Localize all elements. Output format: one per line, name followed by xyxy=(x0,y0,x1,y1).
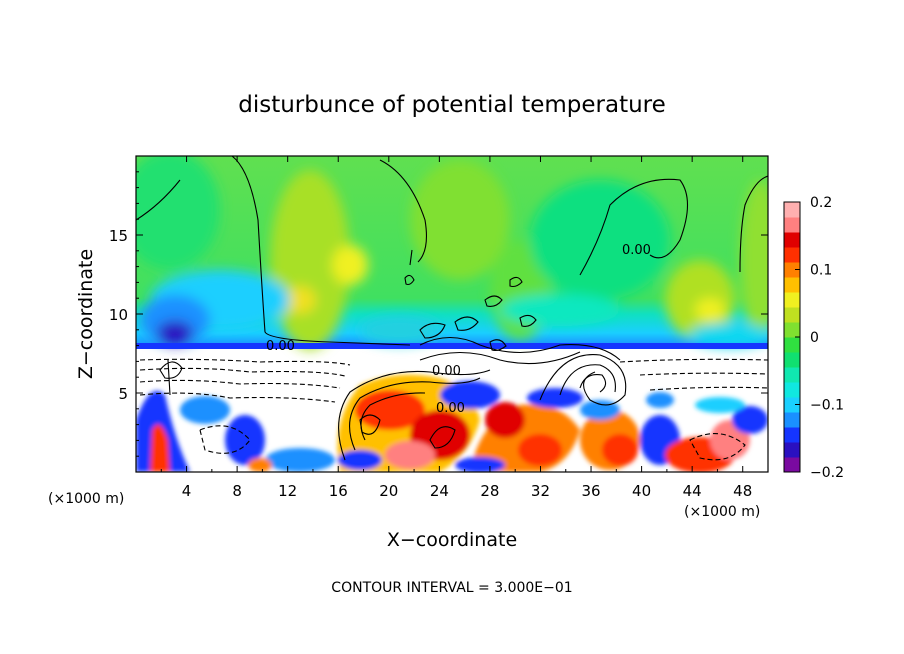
colorbar-segment xyxy=(784,412,800,428)
contour-label: 0.00 xyxy=(266,339,295,354)
vortex-contour xyxy=(454,316,479,331)
contour-lines xyxy=(136,156,768,461)
vortex-contour xyxy=(409,249,413,266)
y-axis-ticks: 5 10 15 xyxy=(109,171,768,457)
contour-label: 0.00 xyxy=(436,401,465,416)
dashed-contour xyxy=(619,358,768,363)
vortex-contour xyxy=(404,274,415,286)
vortex-contour xyxy=(509,276,523,288)
dashed-contour xyxy=(689,433,746,461)
colorbar-segment xyxy=(784,322,800,338)
colorbar-segment xyxy=(784,337,800,353)
zero-contour xyxy=(231,156,411,346)
vortex-contour xyxy=(419,351,581,365)
zero-contour xyxy=(739,175,768,273)
vortex-contour xyxy=(489,339,507,352)
x-tick-label: 4 xyxy=(182,482,192,500)
zero-contour xyxy=(579,178,688,276)
vortex-contour xyxy=(539,354,627,406)
vortex-contour xyxy=(579,373,607,393)
vortex-contour xyxy=(484,295,503,307)
y-tick-label: 5 xyxy=(118,385,128,403)
y-axis-label: Z−coordinate xyxy=(75,249,97,379)
x-tick-label: 24 xyxy=(430,482,449,500)
vortex-contour xyxy=(419,322,446,339)
colorbar-segment xyxy=(784,352,800,368)
colorbar-segment xyxy=(784,232,800,248)
y-tick-label: 15 xyxy=(109,227,128,245)
colorbar-segment xyxy=(784,367,800,383)
zero-contour xyxy=(379,159,427,263)
dashed-contour xyxy=(139,379,341,389)
vortex-contour xyxy=(349,377,481,451)
colorbar-tick-label: 0 xyxy=(810,330,819,346)
lower-field-shading xyxy=(136,374,768,472)
colorbar-segment xyxy=(784,457,800,473)
contour-label: 0.00 xyxy=(622,243,651,258)
x-axis-ticks: 4 8 12 16 20 24 28 32 36 40 44 48 xyxy=(160,156,752,500)
x-units-right: (×1000 m) xyxy=(684,504,760,520)
chart-title: disturbunce of potential temperature xyxy=(238,92,666,118)
plot-area: 0.00 0.00 0.00 0.00 xyxy=(136,156,768,472)
colorbar-tick-label: 0.1 xyxy=(810,263,832,279)
contour-label: 0.00 xyxy=(432,364,461,379)
colorbar xyxy=(784,202,800,473)
x-tick-label: 12 xyxy=(278,482,297,500)
dashed-contour xyxy=(649,386,768,391)
vortex-contour xyxy=(359,414,381,435)
dashed-contour xyxy=(139,392,336,403)
colorbar-segment xyxy=(784,262,800,278)
dashed-contour xyxy=(199,425,251,454)
colorbar-tick-label: −0.2 xyxy=(810,465,844,481)
dashed-contour xyxy=(139,367,346,377)
y-tick-label: 10 xyxy=(109,306,128,324)
vortex-contour xyxy=(167,359,171,396)
vortex-contour xyxy=(429,426,456,449)
x-tick-label: 28 xyxy=(480,482,499,500)
colorbar-segment xyxy=(784,397,800,413)
colorbar-segment xyxy=(784,202,800,218)
x-tick-label: 36 xyxy=(581,482,600,500)
x-tick-label: 44 xyxy=(683,482,702,500)
x-tick-label: 48 xyxy=(733,482,752,500)
x-tick-label: 32 xyxy=(531,482,550,500)
colorbar-tick-label: 0.2 xyxy=(810,195,832,211)
vortex-contour xyxy=(419,337,621,361)
x-tick-label: 8 xyxy=(232,482,242,500)
inversion-band xyxy=(136,343,768,349)
vortex-contour xyxy=(338,369,491,461)
colorbar-segment xyxy=(784,217,800,233)
colorbar-segment xyxy=(784,442,800,458)
vortex-contour xyxy=(519,314,537,327)
x-tick-label: 40 xyxy=(632,482,651,500)
x-units-left: (×1000 m) xyxy=(48,491,124,507)
vortex-contour xyxy=(559,364,616,396)
dashed-contour xyxy=(139,358,351,366)
colorbar-segment xyxy=(784,427,800,443)
contour-interval-note: CONTOUR INTERVAL = 3.000E−01 xyxy=(331,580,572,596)
upper-field-shading xyxy=(136,156,768,350)
colorbar-segment xyxy=(784,292,800,308)
colorbar-segment xyxy=(784,307,800,323)
x-tick-label: 16 xyxy=(329,482,348,500)
colorbar-segment xyxy=(784,277,800,293)
colorbar-tick-label: −0.1 xyxy=(810,398,844,414)
colorbar-segment xyxy=(784,382,800,398)
dashed-contour xyxy=(639,372,768,376)
zero-contour xyxy=(136,179,181,221)
colorbar-segment xyxy=(784,247,800,263)
colorbar-ticks: 0.2 0.1 0 −0.1 −0.2 xyxy=(795,195,844,481)
x-tick-label: 20 xyxy=(379,482,398,500)
x-axis-label: X−coordinate xyxy=(387,529,517,551)
